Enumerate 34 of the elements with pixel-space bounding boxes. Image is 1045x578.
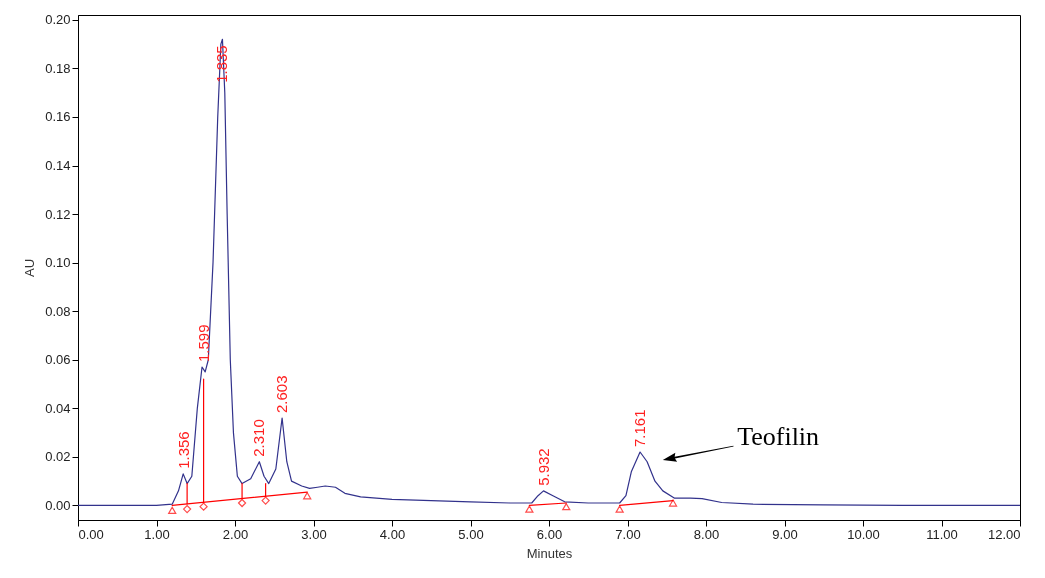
y-tick-label: 0.14 <box>45 158 71 174</box>
annotation: Teofilin <box>737 422 820 452</box>
annotation: 2.603 <box>273 375 291 414</box>
x-tick-label: 11.00 <box>926 526 958 542</box>
annotation: 5.932 <box>534 448 552 486</box>
x-tick-label: 6.00 <box>536 526 563 542</box>
x-tick-label: 3.00 <box>301 526 327 542</box>
annotation: 2.310 <box>250 419 268 457</box>
x-tick-label: 8.00 <box>693 526 720 542</box>
annotation: 1.599 <box>194 324 212 363</box>
y-tick-label: 0.06 <box>45 352 71 368</box>
x-tick-label: 5.00 <box>458 526 484 542</box>
y-tick-label: 0.02 <box>45 449 71 465</box>
y-axis-title: AU <box>22 258 38 278</box>
x-tick-label: 12.00 <box>987 526 1021 542</box>
y-tick-label: 0.16 <box>45 109 71 125</box>
x-tick-label: 1.00 <box>144 526 170 542</box>
x-tick-label: 0.00 <box>78 526 104 542</box>
y-tick-label: 0.04 <box>45 400 71 416</box>
y-tick-label: 0.08 <box>45 303 71 319</box>
x-tick-label: 10.00 <box>847 526 880 542</box>
x-axis-title: Minutes <box>526 545 573 561</box>
y-tick-label: 0.00 <box>45 497 71 513</box>
x-tick-label: 4.00 <box>379 526 406 542</box>
annotation: 1.835 <box>213 45 231 83</box>
annotation: 1.356 <box>175 431 193 469</box>
y-tick-label: 0.18 <box>45 60 71 76</box>
x-tick-label: 2.00 <box>222 526 249 542</box>
x-tick-label: 9.00 <box>772 526 798 542</box>
x-tick-label: 7.00 <box>615 526 641 542</box>
annotation: 7.161 <box>631 409 649 448</box>
y-tick-label: 0.10 <box>45 255 71 271</box>
y-tick-label: 0.20 <box>45 12 71 28</box>
y-tick-label: 0.12 <box>45 206 71 222</box>
